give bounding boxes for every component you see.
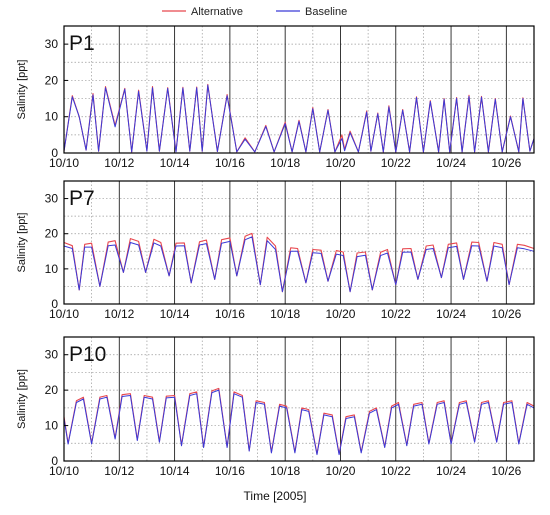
p7-y-tick-label: 30 <box>45 192 59 206</box>
legend: Alternative Baseline <box>162 6 347 18</box>
p10-y-tick-label: 0 <box>51 454 58 468</box>
p7-x-tick-label: 10/16 <box>215 307 245 321</box>
p7-x-tick-label: 10/12 <box>104 307 134 321</box>
p7-x-tick-label: 10/26 <box>491 307 521 321</box>
p1-y-tick-label: 0 <box>51 146 58 160</box>
p1-y-tick-label: 20 <box>45 73 59 87</box>
panel-p1: 0 10 20 30 10/10 10/12 10/14 10/16 10/18 10/20 10/… <box>16 25 535 170</box>
p7-x-tick-label: 10/18 <box>270 307 300 321</box>
p7-x-tick-label: 10/20 <box>325 307 355 321</box>
p10-x-tick-label: 10/14 <box>160 464 190 478</box>
p7-series-baseline <box>63 236 535 293</box>
p1-x-tick-label: 10/26 <box>491 156 521 170</box>
p10-x-tick-label: 10/18 <box>270 464 300 478</box>
p7-y-axis-label: Salinity [ppt] <box>16 213 28 273</box>
p1-frame <box>63 25 535 154</box>
p10-x-tick-label: 10/24 <box>436 464 466 478</box>
p1-x-tick-label: 10/22 <box>381 156 411 170</box>
p1-x-tick-label: 10/24 <box>436 156 466 170</box>
p10-y-axis-label: Salinity [ppt] <box>16 369 28 429</box>
p10-y-tick-label: 10 <box>45 419 59 433</box>
p1-x-tick-label: 10/14 <box>160 156 190 170</box>
p10-series-baseline <box>63 389 535 456</box>
p7-frame <box>63 180 535 305</box>
p1-x-tick-label: 10/20 <box>325 156 355 170</box>
p7-y-tick-label: 0 <box>51 297 58 311</box>
p1-x-tick-label: 10/10 <box>49 156 79 170</box>
p10-frame <box>63 336 535 462</box>
p7-plot-area <box>64 181 534 304</box>
p1-series-baseline <box>63 84 535 153</box>
p10-x-tick-label: 10/26 <box>491 464 521 478</box>
p1-y-tick-label: 30 <box>45 37 59 51</box>
panel-p10: 0 10 20 30 10/10 10/12 10/14 10/16 10/18 10/20 10/… <box>16 336 535 478</box>
p1-x-tick-label: 10/16 <box>215 156 245 170</box>
panel-p7: 0 10 20 30 10/10 10/12 10/14 10/16 10/18 10/20 10/… <box>16 180 535 321</box>
p10-y-tick-label: 30 <box>45 348 59 362</box>
p7-x-tick-label: 10/22 <box>381 307 411 321</box>
p10-plot-area <box>64 337 534 461</box>
p7-panel-label: P7 <box>69 187 95 210</box>
p1-x-tick-label: 10/18 <box>270 156 300 170</box>
p1-y-axis-label: Salinity [ppt] <box>16 60 28 120</box>
p1-x-tick-label: 10/12 <box>104 156 134 170</box>
p7-y-tick-label: 20 <box>45 227 59 241</box>
p1-plot-area <box>64 26 534 153</box>
p7-x-tick-label: 10/10 <box>49 307 79 321</box>
p7-series-alternative <box>63 232 535 293</box>
legend-label-baseline: Baseline <box>305 6 347 18</box>
p10-x-tick-label: 10/20 <box>325 464 355 478</box>
legend-label-alternative: Alternative <box>191 6 243 18</box>
p10-panel-label: P10 <box>69 343 106 366</box>
p10-y-tick-label: 20 <box>45 383 59 397</box>
p1-y-tick-label: 10 <box>45 110 59 124</box>
chart-panels: 0 10 20 30 10/10 10/12 10/14 10/16 10/18 10/20 10/… <box>16 25 535 478</box>
p10-x-tick-label: 10/10 <box>49 464 79 478</box>
p10-x-tick-label: 10/12 <box>104 464 134 478</box>
p7-y-tick-label: 10 <box>45 262 59 276</box>
p7-x-tick-label: 10/24 <box>436 307 466 321</box>
x-axis-label: Time [2005] <box>244 489 307 503</box>
p1-panel-label: P1 <box>69 32 95 55</box>
p7-x-tick-label: 10/14 <box>160 307 190 321</box>
p10-x-tick-label: 10/16 <box>215 464 245 478</box>
p10-x-tick-label: 10/22 <box>381 464 411 478</box>
